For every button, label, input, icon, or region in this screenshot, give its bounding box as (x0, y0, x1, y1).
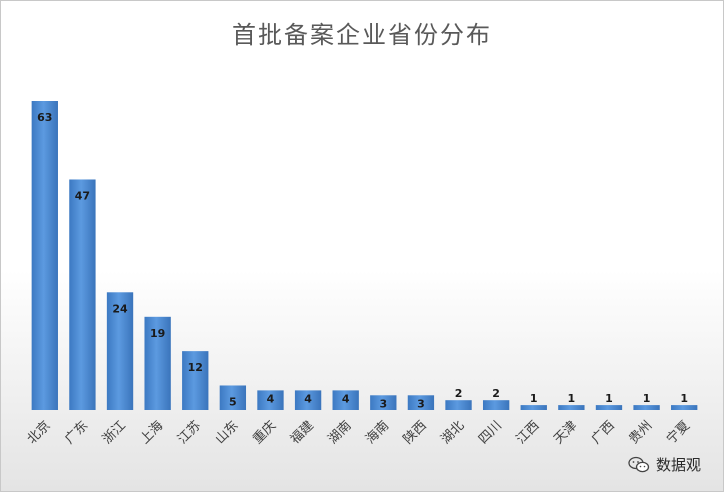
wechat-logo-icon (628, 456, 650, 472)
data-label-广东: 47 (75, 189, 90, 202)
bar-江苏 (182, 351, 209, 410)
data-label-贵州: 1 (643, 392, 651, 405)
data-label-山东: 5 (229, 395, 237, 408)
data-label-江苏: 12 (188, 361, 203, 374)
category-label-天津: 天津 (551, 418, 580, 447)
category-label-山东: 山东 (213, 418, 242, 447)
data-label-福建: 4 (304, 392, 312, 405)
bars-group (31, 101, 698, 410)
category-label-陕西: 陕西 (401, 418, 430, 447)
bar-四川 (482, 400, 510, 410)
category-label-江西: 江西 (514, 418, 543, 447)
data-label-广西: 1 (605, 392, 613, 405)
category-label-浙江: 浙江 (100, 418, 129, 447)
bar-贵州 (633, 405, 660, 410)
category-label-广东: 广东 (62, 418, 91, 447)
bar-浙江 (106, 292, 134, 410)
bar-福建 (294, 390, 322, 410)
data-label-上海: 19 (150, 327, 165, 340)
data-label-海南: 3 (379, 397, 387, 410)
category-label-重庆: 重庆 (250, 418, 280, 448)
category-label-贵州: 贵州 (626, 418, 655, 447)
category-label-上海: 上海 (137, 418, 166, 447)
bar-上海 (144, 316, 171, 410)
bar-江西 (520, 405, 547, 410)
category-label-广西: 广西 (589, 418, 618, 447)
data-label-北京: 63 (37, 111, 52, 124)
bar-重庆 (257, 390, 284, 410)
data-label-天津: 1 (568, 392, 576, 405)
category-label-江苏: 江苏 (174, 418, 204, 448)
category-label-四川: 四川 (476, 418, 505, 447)
bar-湖南 (332, 390, 359, 410)
chart-title: 首批备案企业省份分布 (232, 21, 492, 49)
category-labels-group: 北京 广东 浙江 上海 江苏 山东 重庆 福建 湖南 海南 陕西 湖北 四川 江西 天津 广西 贵州 宁夏 (25, 418, 693, 448)
data-label-浙江: 24 (112, 302, 128, 315)
bar-宁夏 (671, 405, 698, 410)
data-label-宁夏: 1 (680, 392, 688, 405)
data-label-重庆: 4 (267, 392, 275, 405)
bar-天津 (558, 405, 585, 410)
data-label-陕西: 3 (417, 397, 425, 410)
bar-山东 (219, 385, 247, 410)
bar-海南 (370, 395, 397, 410)
bar-广西 (595, 405, 623, 410)
category-label-湖北: 湖北 (438, 418, 467, 447)
data-label-湖南: 4 (342, 392, 350, 405)
category-label-北京: 北京 (25, 418, 54, 447)
watermark-text: 数据观 (655, 456, 701, 474)
category-label-宁夏: 宁夏 (663, 418, 693, 448)
category-label-湖南: 湖南 (325, 418, 355, 448)
bar-湖北 (445, 400, 472, 410)
watermark: 数据观 (628, 454, 701, 475)
bar-陕西 (407, 395, 435, 410)
data-label-湖北: 2 (455, 387, 463, 400)
bar-北京 (31, 101, 58, 410)
category-label-海南: 海南 (362, 418, 392, 448)
category-label-福建: 福建 (288, 418, 317, 447)
data-label-江西: 1 (530, 392, 538, 405)
data-label-四川: 2 (492, 387, 500, 400)
bar-广东 (69, 179, 96, 410)
data-labels-group: 63 47 24 19 12 5 4 4 4 3 3 2 2 1 1 1 1 1 (37, 111, 688, 410)
